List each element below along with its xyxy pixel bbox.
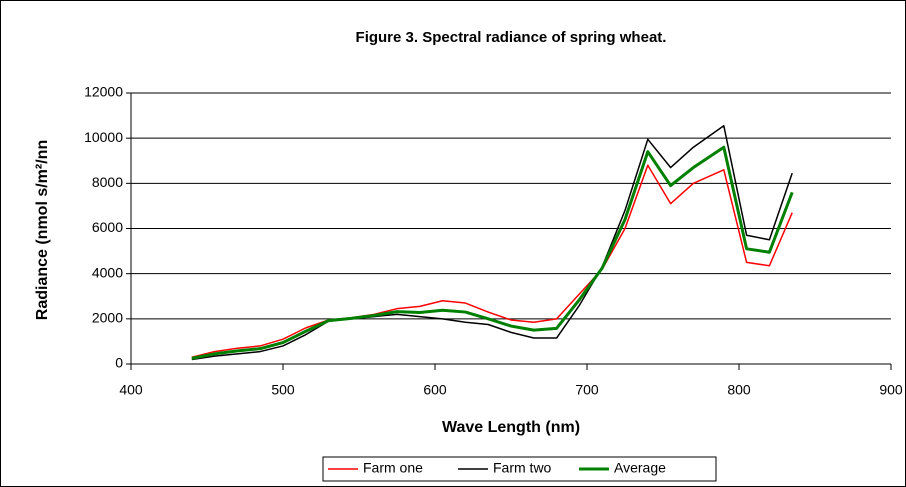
- x-tick-label: 400: [119, 382, 143, 398]
- x-tick-label: 700: [575, 382, 599, 398]
- y-axis-label: Radiance (nmol s/m²/nn: [34, 140, 51, 320]
- legend-label: Farm two: [493, 460, 552, 476]
- x-tick-label: 900: [879, 382, 903, 398]
- y-tick-label: 6000: [92, 219, 123, 235]
- y-tick-label: 4000: [92, 264, 123, 280]
- series-line: [191, 164, 793, 358]
- y-tick-label: 8000: [92, 174, 123, 190]
- legend-label: Farm one: [363, 460, 423, 476]
- x-tick-label: 500: [271, 382, 295, 398]
- series-line: [191, 145, 794, 360]
- x-tick-label: 800: [727, 382, 751, 398]
- y-tick-label: 0: [115, 355, 123, 371]
- y-tick-label: 10000: [84, 129, 123, 145]
- x-tick-label: 600: [423, 382, 447, 398]
- legend: [322, 456, 717, 482]
- chart-title: Figure 3. Spectral radiance of spring wh…: [356, 29, 667, 46]
- series-line: [191, 124, 793, 361]
- y-tick-label: 12000: [84, 84, 123, 100]
- legend-label: Average: [614, 460, 666, 476]
- x-axis-label: Wave Length (nm): [442, 419, 580, 436]
- y-tick-label: 2000: [92, 310, 123, 326]
